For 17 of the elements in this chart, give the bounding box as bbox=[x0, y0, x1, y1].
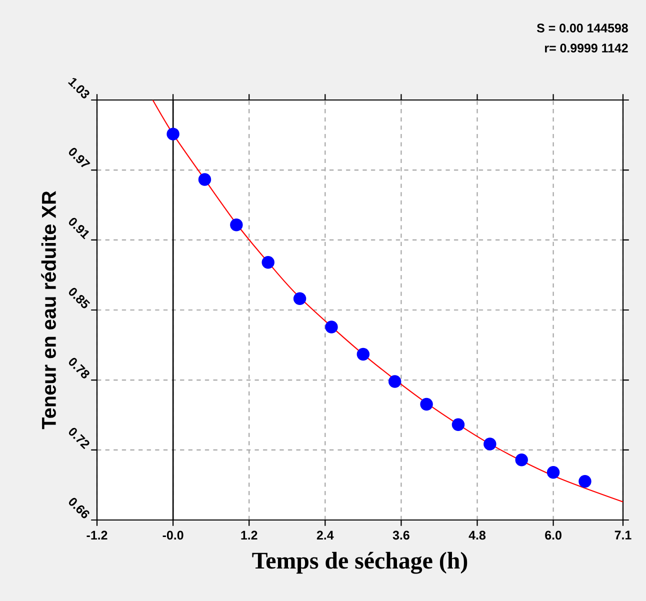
x-tick-label: 4.8 bbox=[468, 530, 486, 540]
x-axis-title: Temps de séchage (h) bbox=[252, 552, 468, 574]
x-tick-label: 7.1 bbox=[614, 530, 632, 540]
text: r= 0.9999 1142 bbox=[545, 44, 628, 52]
y-tick-label: 0.85 bbox=[68, 288, 90, 308]
y-axis-title: Teneur en eau réduite XR bbox=[41, 191, 56, 430]
x-tick-label: -1.2 bbox=[86, 530, 108, 540]
text: S = 0.00 144598 bbox=[536, 24, 628, 32]
x-tick-label: 1.2 bbox=[241, 530, 258, 540]
y-tick-label: 0.97 bbox=[68, 148, 90, 168]
y-tick-label: 1.03 bbox=[68, 78, 90, 98]
y-tick-label: 0.78 bbox=[68, 358, 90, 378]
y-tick-label: 0.66 bbox=[68, 498, 90, 518]
x-tick-label: 3.6 bbox=[392, 530, 410, 540]
x-tick-label: 6.0 bbox=[545, 530, 562, 540]
x-tick-label: -0.0 bbox=[162, 530, 184, 540]
x-tick-label: 2.4 bbox=[316, 530, 334, 540]
